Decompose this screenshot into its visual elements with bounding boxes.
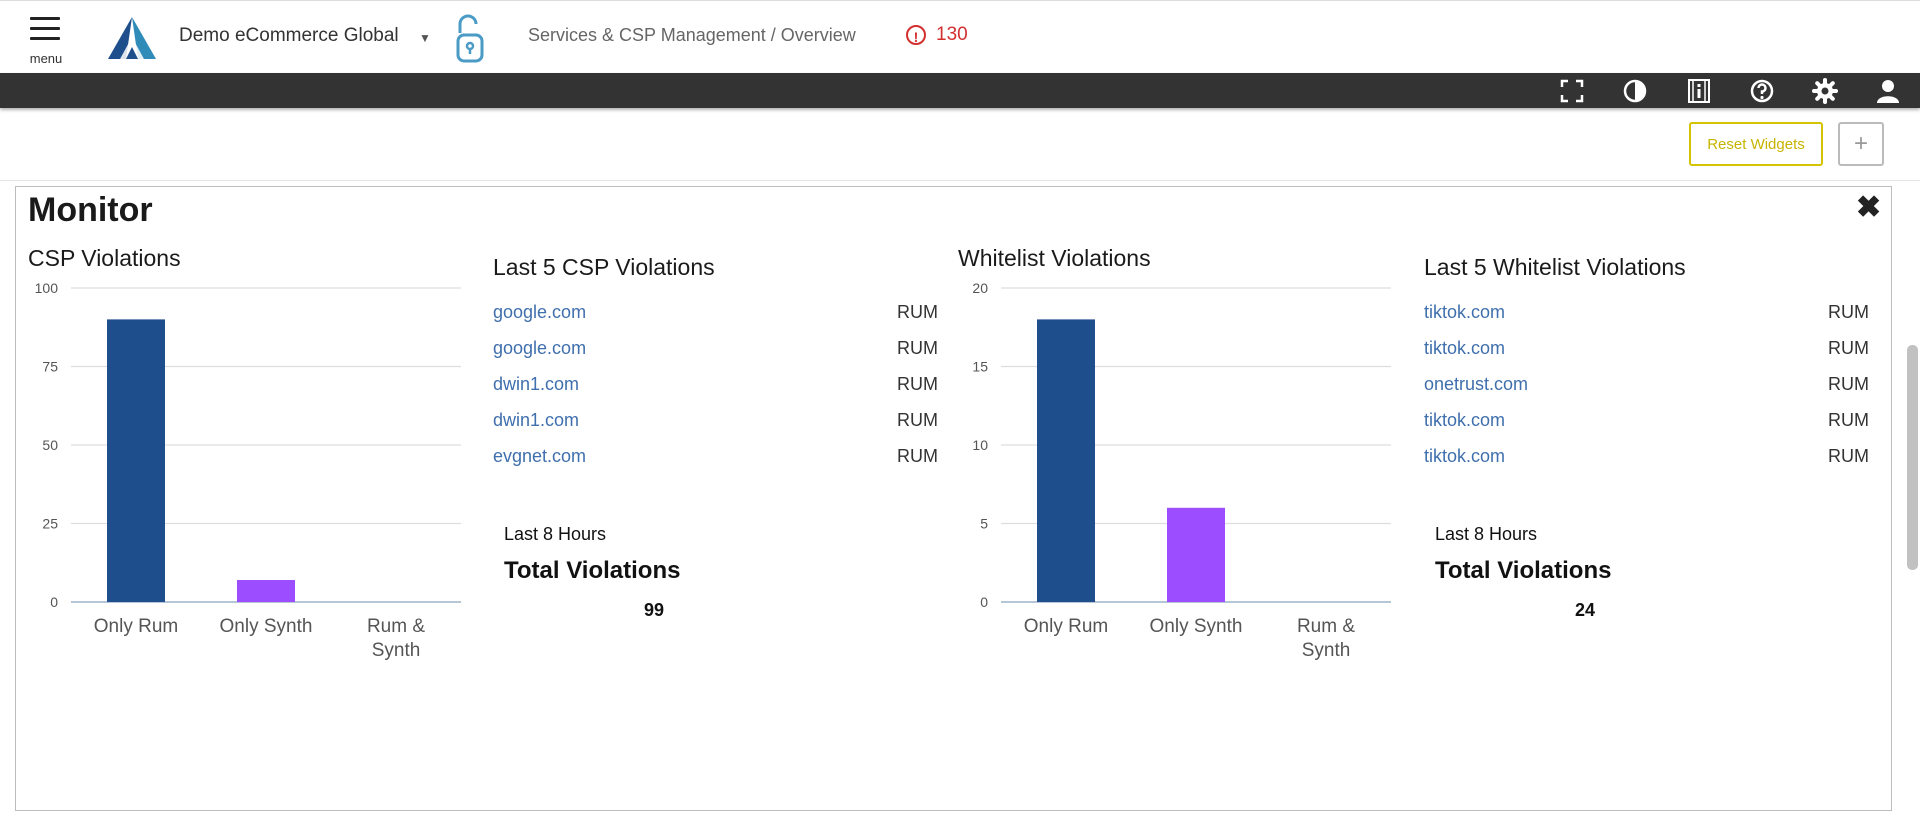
violation-domain-link[interactable]: dwin1.com	[493, 374, 580, 394]
y-tick-label: 20	[972, 280, 988, 296]
x-tick-label: Only Rum	[94, 616, 178, 637]
menu-label: menu	[29, 51, 63, 66]
alert-icon: !	[906, 25, 926, 45]
alert-count: 130	[936, 24, 968, 45]
widget-controls: Reset Widgets +	[0, 108, 1920, 181]
x-tick-label: Only Synth	[1150, 616, 1243, 637]
film-info-icon[interactable]	[1686, 78, 1712, 104]
total-violations-label: Total Violations	[1435, 557, 1612, 584]
chart-bar[interactable]	[237, 580, 295, 602]
chart-bar[interactable]	[1167, 507, 1225, 602]
total-violations-value: 99	[644, 600, 665, 620]
contrast-icon[interactable]	[1622, 78, 1648, 104]
y-tick-label: 15	[972, 359, 988, 375]
violation-source: RUM	[1828, 446, 1869, 466]
violation-source: RUM	[897, 446, 938, 466]
y-tick-label: 10	[972, 437, 988, 453]
alert-indicator[interactable]: ! 130	[906, 24, 968, 46]
list-item: dwin1.com RUM	[493, 410, 938, 446]
list-item: tiktok.com RUM	[1424, 302, 1869, 338]
x-tick-label: Only Synth	[220, 616, 313, 637]
violation-domain-link[interactable]: google.com	[493, 338, 587, 358]
vertical-scrollbar[interactable]	[1907, 345, 1918, 570]
list-item: google.com RUM	[493, 302, 938, 338]
whitelist-list-title: Last 5 Whitelist Violations	[1424, 254, 1686, 280]
x-tick-label: Synth	[372, 640, 421, 661]
y-tick-label: 50	[42, 437, 58, 453]
whitelist-violation-list: tiktok.com RUM tiktok.com RUM onetrust.com…	[1424, 302, 1869, 482]
x-tick-label: Synth	[1302, 640, 1351, 661]
violation-source: RUM	[897, 302, 938, 322]
company-selector[interactable]: Demo eCommerce Global	[179, 25, 399, 46]
list-item: tiktok.com RUM	[1424, 338, 1869, 374]
monitor-panel: Monitor ✖ CSP Violations 0 25 50 75 100 Only …	[15, 186, 1892, 811]
whitelist-summary: Last 8 Hours Total Violations 24	[1435, 524, 1635, 621]
y-tick-label: 0	[50, 594, 58, 610]
company-logo-icon	[108, 17, 156, 59]
y-tick-label: 0	[980, 594, 988, 610]
violation-source: RUM	[1828, 338, 1869, 358]
x-tick-label: Rum &	[367, 616, 425, 637]
list-item: dwin1.com RUM	[493, 374, 938, 410]
breadcrumb: Services & CSP Management / Overview	[528, 25, 856, 45]
unlock-icon[interactable]	[452, 13, 488, 65]
menu-bar-line	[30, 27, 60, 30]
violation-source: RUM	[1828, 374, 1869, 394]
chart-bar[interactable]	[1037, 319, 1095, 602]
violation-domain-link[interactable]: tiktok.com	[1424, 410, 1506, 430]
whitelist-violations-chart: 0 5 10 15 20 Only Rum Only Synth Rum & Synth	[972, 280, 1391, 661]
violation-source: RUM	[897, 410, 938, 430]
y-tick-label: 5	[980, 516, 988, 532]
menu-bar-line	[30, 17, 60, 20]
list-item: evgnet.com RUM	[493, 446, 938, 482]
close-icon[interactable]: ✖	[1856, 191, 1882, 224]
total-violations-label: Total Violations	[504, 557, 681, 584]
violation-domain-link[interactable]: tiktok.com	[1424, 338, 1506, 358]
fullscreen-icon[interactable]	[1559, 78, 1585, 104]
list-item: google.com RUM	[493, 338, 938, 374]
x-tick-label: Only Rum	[1024, 616, 1108, 637]
add-widget-button[interactable]: +	[1838, 122, 1884, 166]
violation-source: RUM	[1828, 302, 1869, 322]
toolbar	[0, 73, 1920, 108]
csp-summary: Last 8 Hours Total Violations 99	[504, 524, 704, 621]
y-tick-label: 75	[42, 359, 58, 375]
menu-bar-line	[30, 37, 60, 40]
settings-icon[interactable]	[1812, 78, 1838, 104]
csp-violation-list: google.com RUM google.com RUM dwin1.com RUM…	[493, 302, 938, 482]
list-item: onetrust.com RUM	[1424, 374, 1869, 410]
chevron-down-icon[interactable]: ▼	[419, 31, 431, 45]
period-label: Last 8 Hours	[504, 524, 607, 544]
list-item: tiktok.com RUM	[1424, 446, 1869, 482]
list-item: tiktok.com RUM	[1424, 410, 1869, 446]
reset-widgets-button[interactable]: Reset Widgets	[1689, 122, 1823, 166]
menu-button[interactable]: menu	[28, 15, 64, 69]
y-tick-label: 100	[35, 280, 59, 296]
x-tick-label: Rum &	[1297, 616, 1355, 637]
violation-domain-link[interactable]: evgnet.com	[493, 446, 587, 466]
total-violations-value: 24	[1575, 600, 1596, 620]
violation-domain-link[interactable]: google.com	[493, 302, 587, 322]
chart-bar[interactable]	[107, 319, 165, 602]
violation-domain-link[interactable]: onetrust.com	[1424, 374, 1529, 394]
violation-source: RUM	[897, 338, 938, 358]
violation-source: RUM	[1828, 410, 1869, 430]
csp-list-title: Last 5 CSP Violations	[493, 254, 715, 280]
period-label: Last 8 Hours	[1435, 524, 1538, 544]
panel-title: Monitor	[28, 191, 153, 229]
top-header: menu Demo eCommerce Global ▼ Services & …	[0, 0, 1920, 74]
csp-violations-chart: 0 25 50 75 100 Only Rum Only Synth Rum & Synth	[35, 280, 461, 661]
violation-domain-link[interactable]: tiktok.com	[1424, 446, 1506, 466]
help-icon[interactable]	[1749, 78, 1775, 104]
violation-domain-link[interactable]: tiktok.com	[1424, 302, 1506, 322]
user-icon[interactable]	[1875, 78, 1901, 104]
whitelist-chart-title: Whitelist Violations	[958, 245, 1151, 271]
y-tick-label: 25	[42, 516, 58, 532]
csp-chart-title: CSP Violations	[28, 245, 181, 271]
violation-source: RUM	[897, 374, 938, 394]
violation-domain-link[interactable]: dwin1.com	[493, 410, 580, 430]
